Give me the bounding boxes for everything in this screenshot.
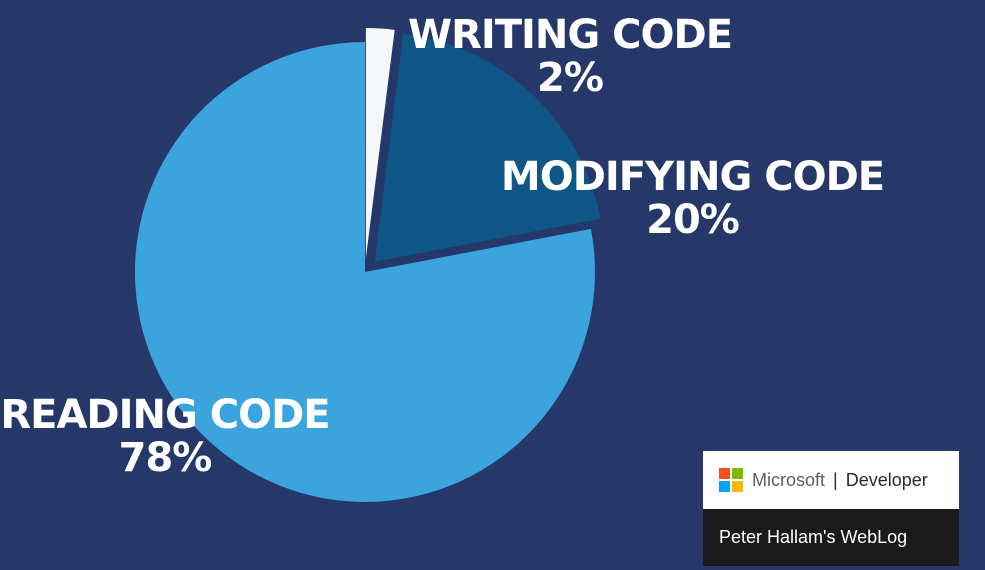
label-reading-code-pct: 78% [118, 435, 213, 482]
label-modifying-code: MODIFYING CODE 20% [500, 154, 885, 244]
pie-slice-reading [135, 41, 596, 502]
badge-blog-bar: Peter Hallam's WebLog [703, 509, 959, 566]
microsoft-logo-icon [719, 468, 743, 492]
logo-square-red [719, 468, 730, 479]
label-reading-code: READING CODE 78% [0, 392, 330, 482]
label-writing-code: WRITING CODE 2% [405, 12, 735, 102]
pie-slice-writing [365, 28, 395, 259]
brand-name: Microsoft [752, 469, 826, 490]
label-writing-code-pct: 2% [537, 55, 604, 102]
pie-slice-modifying [374, 33, 601, 262]
blog-name: Peter Hallam's WebLog [719, 527, 908, 547]
logo-square-blue [719, 481, 730, 492]
label-reading-code-name: READING CODE [0, 392, 330, 438]
logo-square-yellow [732, 481, 743, 492]
badge-brand-bar: Microsoft | Developer [703, 451, 959, 509]
brand-section: Developer [845, 469, 928, 490]
microsoft-developer-badge: Microsoft | Developer Peter Hallam's Web… [703, 451, 959, 566]
label-writing-code-name: WRITING CODE [407, 12, 733, 58]
logo-square-green [732, 468, 743, 479]
label-modifying-code-name: MODIFYING CODE [500, 154, 885, 200]
label-modifying-code-pct: 20% [646, 197, 740, 244]
brand-separator: | [833, 469, 838, 490]
